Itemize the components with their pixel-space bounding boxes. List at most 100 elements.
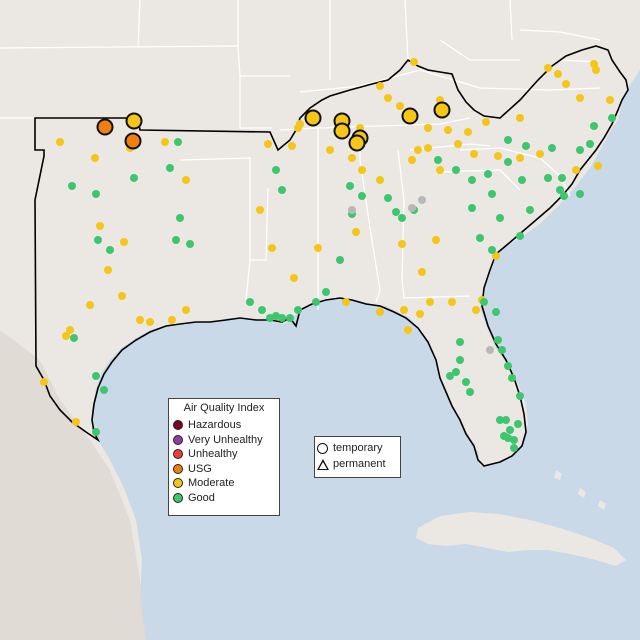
station-marker: [278, 186, 286, 194]
temporary-station-marker: [333, 122, 351, 140]
legend-good: Good: [169, 491, 279, 506]
station-marker: [446, 372, 454, 380]
station-marker: [476, 234, 484, 242]
station-marker: [161, 138, 169, 146]
station-marker: [322, 288, 330, 296]
station-marker: [504, 362, 512, 370]
legend-label: Moderate: [188, 477, 235, 490]
station-marker: [456, 356, 464, 364]
station-marker: [258, 306, 266, 314]
station-marker: [100, 386, 108, 394]
station-marker: [498, 346, 506, 354]
bahamas: [554, 470, 606, 510]
station-marker: [556, 186, 564, 194]
station-marker: [408, 156, 416, 164]
aqi-legend-title: Air Quality Index: [183, 402, 265, 414]
station-marker: [432, 236, 440, 244]
station-marker: [106, 246, 114, 254]
station-marker: [118, 292, 126, 300]
temporary-station-marker: [125, 112, 143, 130]
station-marker: [358, 192, 366, 200]
station-marker: [444, 126, 452, 134]
legend-label: Very Unhealthy: [188, 433, 263, 446]
station-marker: [348, 206, 356, 214]
legend-very-unhealthy: Very Unhealthy: [169, 433, 279, 448]
temporary-station-marker: [433, 101, 451, 119]
station-marker: [294, 306, 302, 314]
unhealthy-swatch: [173, 449, 183, 460]
station-marker: [592, 66, 600, 74]
station-marker: [182, 306, 190, 314]
legend-label: Hazardous: [188, 419, 242, 432]
station-marker: [176, 214, 184, 222]
station-marker: [358, 166, 366, 174]
station-marker: [296, 120, 304, 128]
station-marker: [404, 326, 412, 334]
station-marker: [272, 166, 280, 174]
cuba: [416, 512, 626, 566]
legend-hazardous: Hazardous: [169, 418, 279, 433]
station-marker: [504, 158, 512, 166]
station-marker: [544, 174, 552, 182]
station-marker: [314, 244, 322, 252]
station-marker: [86, 301, 94, 309]
temporary-station-marker: [348, 134, 366, 152]
station-marker: [484, 170, 492, 178]
station-marker: [348, 154, 356, 162]
station-marker: [590, 122, 598, 130]
station-marker: [544, 64, 552, 72]
station-marker: [398, 240, 406, 248]
monitor-type-legend: temporary permanent: [314, 436, 401, 478]
terrain-west: [0, 330, 146, 640]
station-marker: [408, 204, 416, 212]
station-marker: [506, 426, 514, 434]
station-marker: [174, 138, 182, 146]
station-marker: [448, 298, 456, 306]
good-swatch: [173, 492, 183, 503]
station-marker: [72, 418, 80, 426]
station-marker: [136, 316, 144, 324]
station-marker: [594, 162, 602, 170]
station-marker: [560, 192, 568, 200]
station-marker: [464, 128, 472, 136]
station-marker: [562, 80, 570, 88]
station-marker: [468, 176, 476, 184]
station-marker: [456, 338, 464, 346]
triangle-icon: [317, 458, 329, 470]
station-marker: [434, 156, 442, 164]
station-marker: [572, 166, 580, 174]
legend-label: Unhealthy: [188, 448, 238, 461]
station-marker: [352, 228, 360, 236]
station-marker: [400, 306, 408, 314]
station-marker: [486, 346, 494, 354]
station-marker: [376, 176, 384, 184]
station-marker: [468, 204, 476, 212]
temporary-station-marker: [304, 109, 322, 127]
station-marker: [414, 146, 422, 154]
legend-label: temporary: [333, 442, 383, 454]
station-marker: [436, 166, 444, 174]
station-marker: [70, 334, 78, 342]
station-marker: [504, 136, 512, 144]
legend-usg: USG: [169, 462, 279, 477]
temporary-station-marker: [124, 132, 142, 150]
station-marker: [256, 206, 264, 214]
station-marker: [496, 214, 504, 222]
station-marker: [518, 176, 526, 184]
legend-unhealthy: Unhealthy: [169, 447, 279, 462]
station-marker: [454, 140, 462, 148]
station-marker: [576, 146, 584, 154]
station-marker: [606, 96, 614, 104]
station-marker: [416, 310, 424, 318]
station-marker: [516, 392, 524, 400]
station-marker: [510, 444, 518, 452]
station-marker: [384, 94, 392, 102]
station-marker: [480, 298, 488, 306]
station-marker: [396, 102, 404, 110]
station-marker: [268, 244, 276, 252]
station-marker: [522, 142, 530, 150]
station-marker: [586, 140, 594, 148]
station-marker: [40, 378, 48, 386]
moderate-swatch: [173, 478, 183, 489]
